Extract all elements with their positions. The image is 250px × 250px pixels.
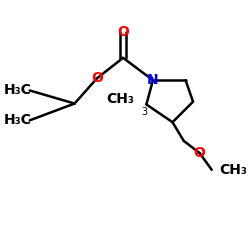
Text: O: O xyxy=(91,71,103,85)
Text: O: O xyxy=(194,146,205,160)
Text: N: N xyxy=(147,73,159,87)
Text: CH₃: CH₃ xyxy=(106,92,134,106)
Text: H₃C: H₃C xyxy=(4,84,32,98)
Text: O: O xyxy=(117,25,129,39)
Text: H₃C: H₃C xyxy=(4,113,32,127)
Text: 3: 3 xyxy=(142,107,148,117)
Text: CH₃: CH₃ xyxy=(219,163,247,177)
